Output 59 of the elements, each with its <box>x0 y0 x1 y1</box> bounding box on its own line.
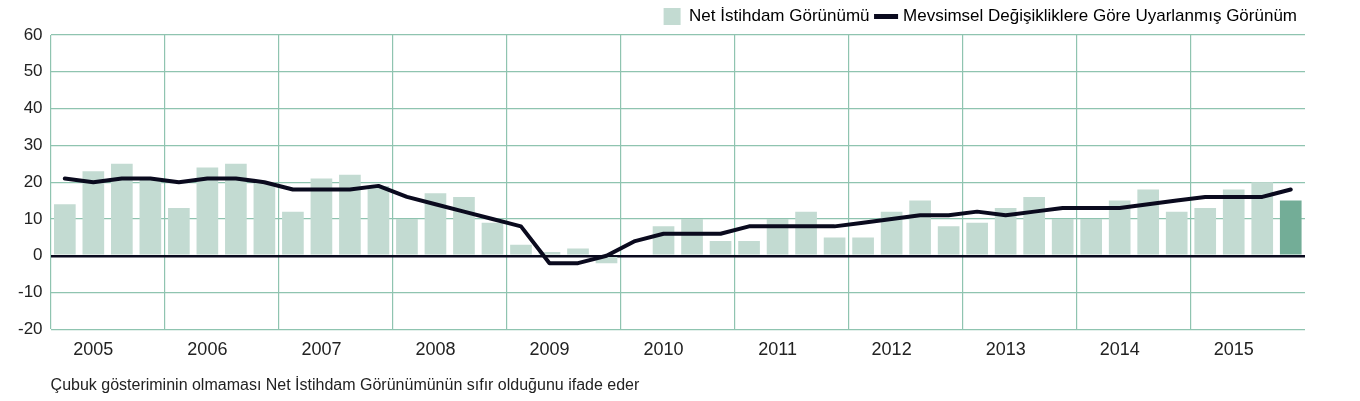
bar <box>1194 207 1217 255</box>
y-tick-label: 40 <box>23 98 43 118</box>
y-tick-label: 20 <box>23 171 43 191</box>
bar <box>852 237 874 255</box>
bar <box>795 211 817 255</box>
bar <box>1051 219 1074 255</box>
y-tick-label: -20 <box>17 319 43 339</box>
legend-label: Net İstihdam Görünümü <box>689 6 870 26</box>
x-tick-label: 2013 <box>985 339 1026 360</box>
bar <box>111 163 133 255</box>
text: Çubuk gösteriminin olmaması Net İstihdam Görünümünün sıfır olduğunu ifade eder <box>50 375 640 393</box>
x-tick-label: 2006 <box>187 339 228 360</box>
y-tick-label: 50 <box>23 61 43 81</box>
bar <box>396 219 418 255</box>
bar <box>82 171 105 255</box>
bar <box>823 237 846 255</box>
bar <box>1080 219 1103 255</box>
x-tick-label: 2007 <box>301 339 342 360</box>
bar <box>966 222 988 255</box>
bar <box>339 174 361 255</box>
x-tick-label: 2014 <box>1099 339 1140 360</box>
x-tick-label: 2009 <box>529 339 570 360</box>
x-tick-label: 2011 <box>758 339 797 360</box>
bar <box>937 226 960 255</box>
bar <box>909 200 931 255</box>
bar <box>1108 200 1131 255</box>
bar <box>1222 189 1245 255</box>
bar <box>168 207 190 255</box>
bar <box>282 211 304 255</box>
bar <box>481 222 504 255</box>
x-tick-label: 2015 <box>1213 339 1254 360</box>
bar <box>424 193 447 255</box>
bar <box>310 178 333 255</box>
bar <box>738 241 760 255</box>
x-tick-label: 2008 <box>415 339 456 360</box>
y-tick-label: 10 <box>23 208 43 228</box>
bar <box>139 178 162 255</box>
bar <box>1165 211 1188 255</box>
bar <box>196 167 219 255</box>
y-tick-label: -10 <box>17 282 43 302</box>
bar <box>567 248 589 255</box>
x-tick-label: 2010 <box>643 339 684 360</box>
bar <box>1251 182 1274 255</box>
bar <box>510 244 532 255</box>
y-tick-label: 0 <box>33 245 43 265</box>
bar <box>367 185 390 255</box>
y-tick-label: 30 <box>23 135 43 155</box>
bar <box>53 204 76 255</box>
bar <box>1023 196 1045 255</box>
legend-label: Mevsimsel Değişikliklere Göre Uyarlanmış Görünüm <box>903 6 1298 26</box>
x-tick-label: 2005 <box>73 339 114 360</box>
bar <box>1137 189 1160 255</box>
y-tick-label: 60 <box>23 24 43 44</box>
bar <box>225 163 247 255</box>
bar <box>709 241 732 255</box>
x-tick-label: 2012 <box>871 339 912 360</box>
bar <box>1279 200 1302 255</box>
bar <box>453 196 475 255</box>
bar <box>253 182 276 255</box>
